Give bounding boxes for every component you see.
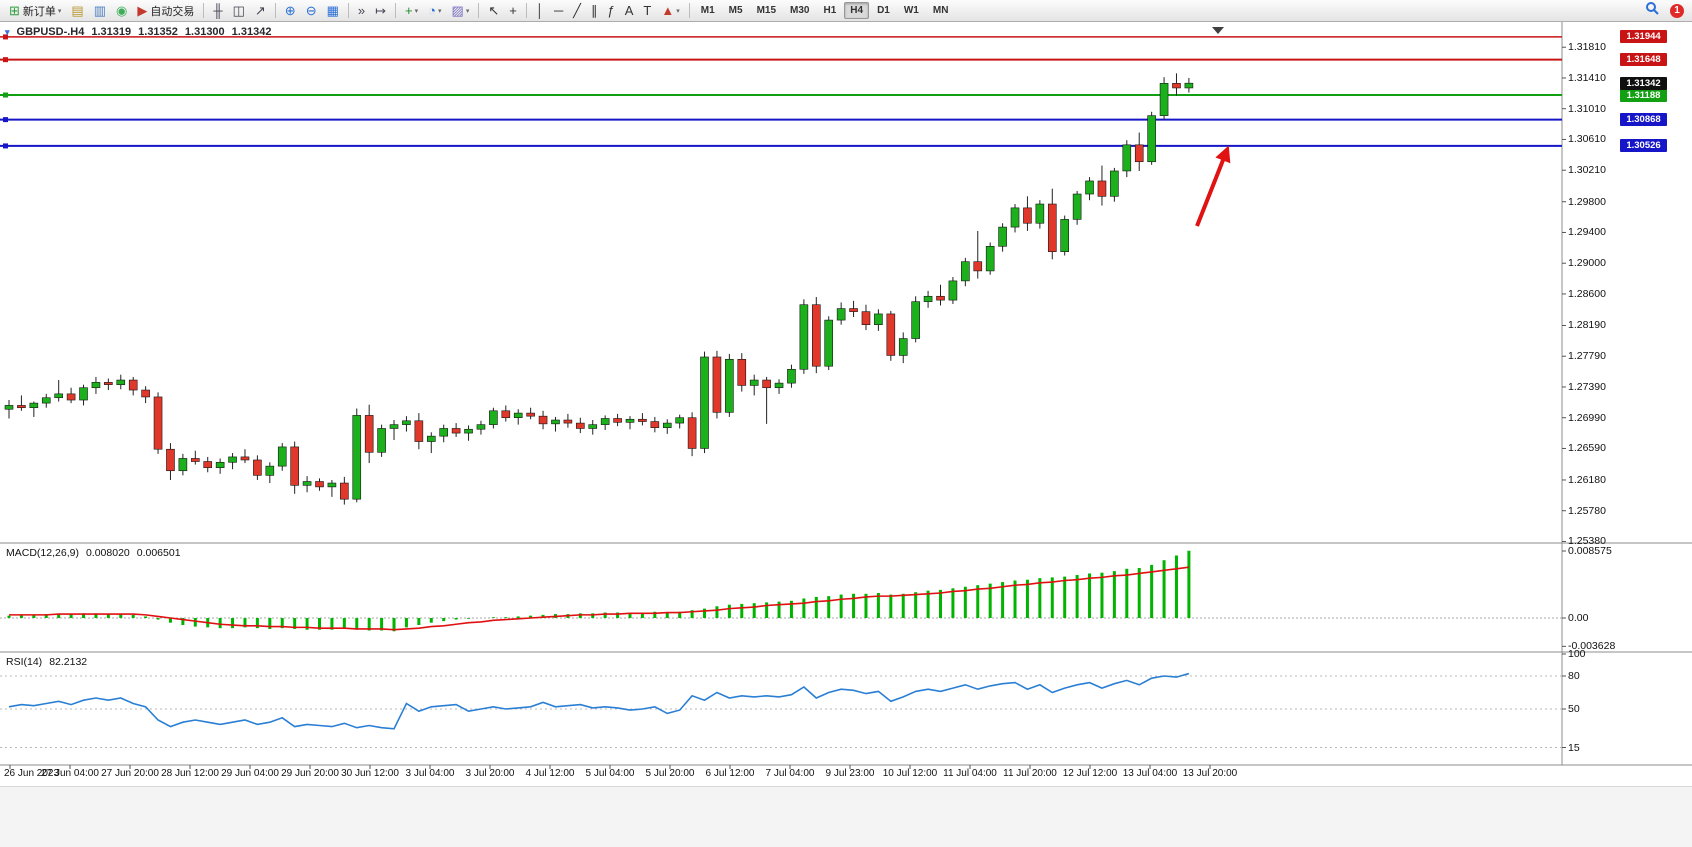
search-button[interactable] xyxy=(1641,1,1663,21)
line-handle[interactable] xyxy=(3,34,8,40)
chart-background[interactable] xyxy=(0,22,1692,786)
horizontal-line-button[interactable]: ─ xyxy=(550,1,567,21)
line-chart-icon: ↗ xyxy=(254,2,266,18)
text-label-icon: T xyxy=(643,2,652,18)
auto-scroll-icon: » xyxy=(357,2,366,18)
timeframe-m30-button[interactable]: M30 xyxy=(790,5,810,16)
line-handle[interactable] xyxy=(3,117,8,123)
new-order-button[interactable]: ⊞ 新订单 ▾ xyxy=(5,1,65,21)
indicators-icon: + xyxy=(405,2,413,18)
rsi-line xyxy=(8,672,1190,730)
notification-badge[interactable]: 1 xyxy=(1670,3,1684,18)
candlestick-chart-button[interactable]: ◫ xyxy=(229,1,249,21)
periods-button[interactable]: ◔ ▾ xyxy=(424,1,445,21)
autotrading-icon: ▶ xyxy=(137,2,148,18)
zoom-out-icon: ⊖ xyxy=(305,2,317,18)
fibonacci-button[interactable]: ƒ xyxy=(604,1,619,21)
new-order-button-label: 新订单 xyxy=(22,5,56,18)
line-chart-button[interactable]: ↗ xyxy=(251,1,270,21)
zoom-in-button[interactable]: ⊕ xyxy=(281,1,300,21)
periods-icon: ◔ xyxy=(428,2,436,18)
bar-chart-icon: ╫ xyxy=(213,2,223,18)
dropdown-caret-icon[interactable]: ▾ xyxy=(438,7,442,15)
cursor-button[interactable]: ↖ xyxy=(484,1,503,21)
timeframe-m15-button[interactable]: M15 xyxy=(756,5,777,16)
line-handle[interactable] xyxy=(3,57,8,63)
dropdown-caret-icon[interactable]: ▾ xyxy=(676,7,680,15)
timeframe-m5-button[interactable]: M5 xyxy=(728,5,743,16)
search-icon xyxy=(1645,1,1659,20)
toolbar-separator xyxy=(525,3,527,18)
indicators-button[interactable]: + ▾ xyxy=(401,1,422,21)
timeframe-group: M1 M5 M15 M30 H1 H4 D1 W1 MN xyxy=(694,0,956,21)
window-footer xyxy=(0,786,1692,847)
bar-chart-button[interactable]: ╫ xyxy=(209,1,226,21)
chart-shift-marker[interactable] xyxy=(1212,27,1224,34)
templates-icon: ▨ xyxy=(451,2,464,18)
profiles-button[interactable]: ▥ xyxy=(90,1,110,21)
timeframe-mn-button[interactable]: MN xyxy=(932,5,949,16)
arrow-annotation[interactable] xyxy=(1195,145,1231,227)
timeframe-m1-button[interactable]: M1 xyxy=(700,5,715,16)
cursor-icon: ↖ xyxy=(488,2,500,18)
print-button[interactable]: ▤ xyxy=(67,1,87,21)
zoom-in-icon: ⊕ xyxy=(284,2,296,18)
new-order-icon: ⊞ xyxy=(9,2,20,18)
chart-shift-button[interactable]: ↦ xyxy=(371,1,390,21)
text-icon: A xyxy=(624,2,634,18)
fibonacci-icon: ƒ xyxy=(607,2,615,18)
toolbar-right-group: 1 xyxy=(1640,1,1688,21)
text-label-button[interactable]: T xyxy=(639,1,655,21)
trendline-icon: ╱ xyxy=(573,2,581,18)
tile-windows-button[interactable]: ▦ xyxy=(323,1,343,21)
toolbar-separator xyxy=(478,3,480,18)
print-icon: ▤ xyxy=(71,2,84,18)
line-handle[interactable] xyxy=(3,143,8,149)
data-window-icon: ◉ xyxy=(116,2,128,18)
templates-button[interactable]: ▨ ▾ xyxy=(448,1,474,21)
autotrading-button[interactable]: ▶ 自动交易 xyxy=(133,1,198,21)
crosshair-button[interactable]: + xyxy=(505,1,521,21)
crosshair-icon: + xyxy=(509,2,517,18)
toolbar-separator xyxy=(203,3,205,18)
macd-signal-line xyxy=(9,566,1189,631)
timeframe-w1-button[interactable]: W1 xyxy=(903,5,919,16)
tile-windows-icon: ▦ xyxy=(326,2,339,18)
equidistant-channel-icon: ∥ xyxy=(591,2,598,18)
timeframe-h1-button[interactable]: H1 xyxy=(823,5,837,16)
toolbar-separator xyxy=(274,3,276,18)
chart-shift-icon: ↦ xyxy=(375,2,387,18)
line-handle[interactable] xyxy=(3,92,8,98)
toolbar-separator xyxy=(347,3,349,18)
candlestick-chart-icon: ◫ xyxy=(232,2,245,18)
zoom-out-button[interactable]: ⊖ xyxy=(302,1,321,21)
toolbar-buttons-group: ⊞ 新订单 ▾ ▤ ▥ ◉ ▶ 自动交易 ╫ ◫ ↗ ⊕ ⊖ ▦» ↦ + ▾ ◔ ▾ ▨ ▾ ↖ + │ ─ ╱ ∥ ƒ A T ▲ ▾ xyxy=(4,0,694,21)
timeframe-d1-button[interactable]: D1 xyxy=(877,5,890,16)
vertical-line-icon: │ xyxy=(535,2,544,18)
equidistant-channel-button[interactable]: ∥ xyxy=(587,1,602,21)
dropdown-caret-icon[interactable]: ▾ xyxy=(465,7,470,15)
timeframe-h4-button[interactable]: H4 xyxy=(844,2,870,19)
trendline-button[interactable]: ╱ xyxy=(569,1,585,21)
toolbar-separator xyxy=(688,3,690,18)
arrows-button[interactable]: ▲ ▾ xyxy=(657,1,683,21)
toolbar-separator xyxy=(395,3,397,18)
autotrading-button-label: 自动交易 xyxy=(150,5,195,18)
vertical-line-button[interactable]: │ xyxy=(532,1,548,21)
horizontal-line-icon: ─ xyxy=(553,2,564,18)
dropdown-caret-icon[interactable]: ▾ xyxy=(57,7,62,15)
arrows-icon: ▲ xyxy=(661,2,675,18)
data-window-button[interactable]: ◉ xyxy=(112,1,131,21)
toolbar: ⊞ 新订单 ▾ ▤ ▥ ◉ ▶ 自动交易 ╫ ◫ ↗ ⊕ ⊖ ▦» ↦ + ▾ ◔ ▾ ▨ ▾ ↖ + │ ─ ╱ ∥ ƒ A T ▲ ▾ M… xyxy=(0,0,1692,22)
text-button[interactable]: A xyxy=(621,1,638,21)
auto-scroll-button[interactable]: » xyxy=(354,1,369,21)
dropdown-caret-icon[interactable]: ▾ xyxy=(414,7,419,15)
profiles-icon: ▥ xyxy=(93,2,107,18)
